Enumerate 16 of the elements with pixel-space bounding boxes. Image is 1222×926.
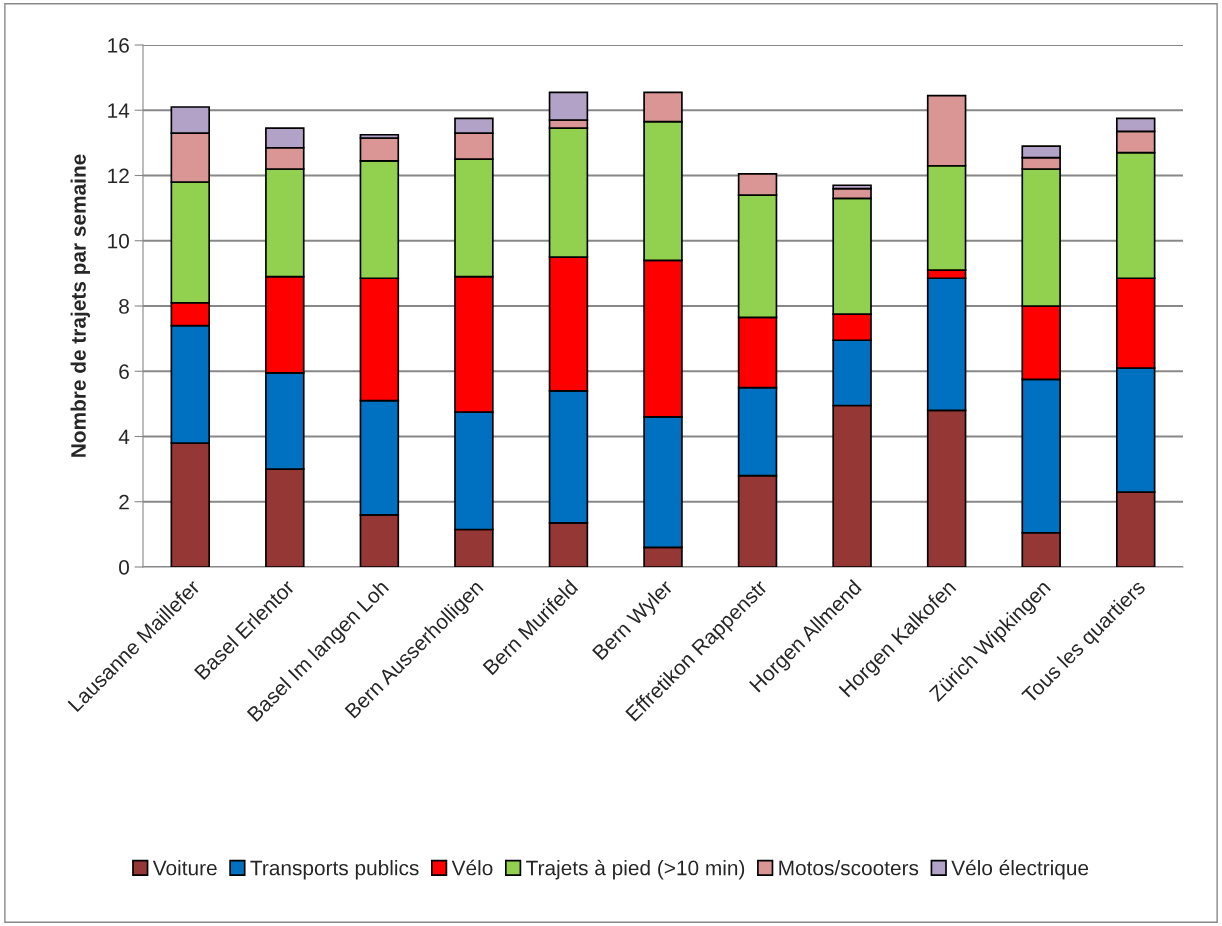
legend-label: Vélo électrique [951, 859, 1089, 880]
y-tick-label: 12 [108, 168, 129, 184]
legend-label: Vélo [451, 859, 493, 876]
legend-label: Motos/scooters [779, 860, 919, 876]
y-tick-label: 16 [108, 38, 129, 53]
y-tick-label: 4 [118, 429, 130, 445]
legend-label: Transports publics [250, 860, 419, 880]
y-tick-label: 2 [119, 494, 129, 510]
y-axis-title: Nombre de trajets par semaine [70, 154, 90, 457]
legend-label: Trajets à pied (>10 min) [526, 859, 745, 880]
y-tick-label: 10 [108, 233, 129, 249]
y-tick-label: 6 [119, 364, 129, 379]
legend-label: Voiture [152, 860, 217, 876]
y-tick-label: 0 [119, 560, 129, 575]
y-tick-label: 14 [108, 103, 130, 118]
y-tick-label: 8 [119, 299, 129, 314]
